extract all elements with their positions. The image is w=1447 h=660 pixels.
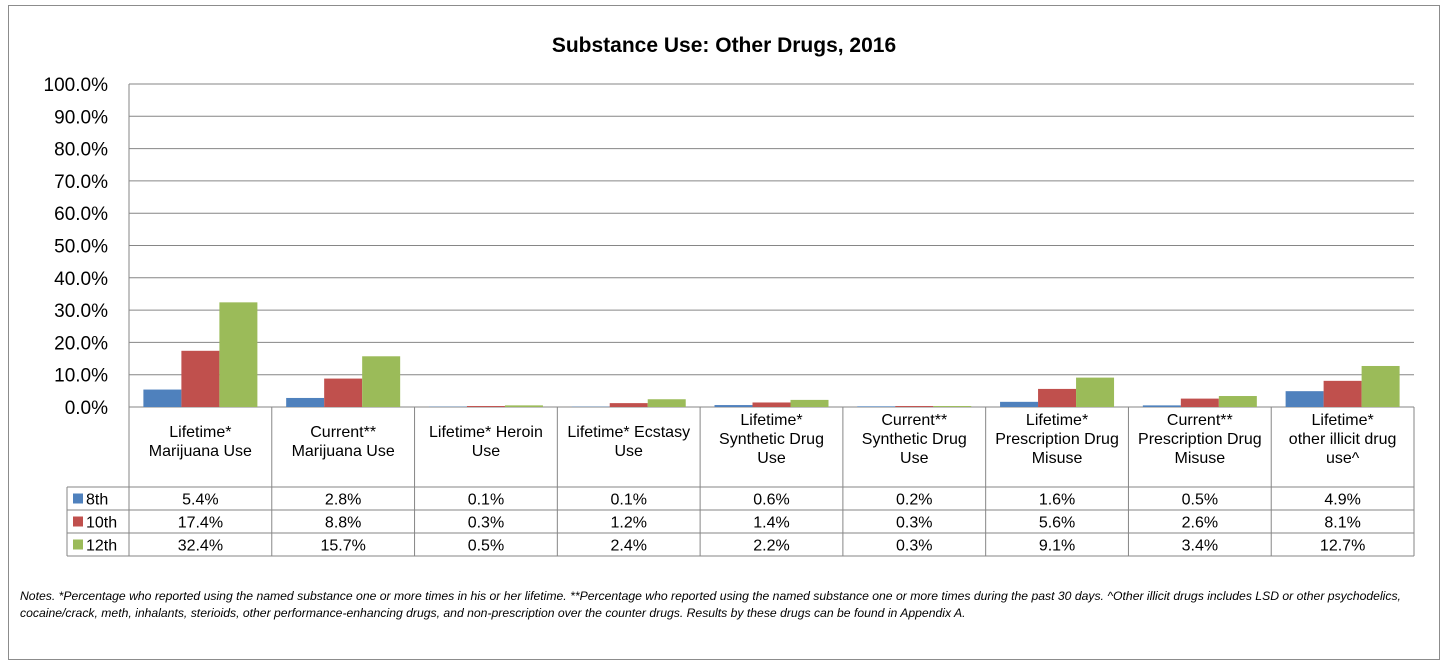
bar-12th-1 xyxy=(219,302,257,407)
data-label: 2.8% xyxy=(325,492,361,509)
data-label: 4.9% xyxy=(1324,492,1360,509)
bar-8th-1 xyxy=(143,390,181,407)
data-table: Lifetime* Marijuana Use Current** Marijuana… xyxy=(67,407,1414,556)
bar-12th-5 xyxy=(791,400,829,407)
bar-12th-2 xyxy=(362,356,400,407)
bar-8th-6 xyxy=(857,406,895,407)
data-label: 15.7% xyxy=(320,538,365,555)
bar-8th-2 xyxy=(286,398,324,407)
bar-10th-5 xyxy=(753,402,791,407)
y-tick-label: 90.0% xyxy=(54,107,108,128)
y-tick-label: 50.0% xyxy=(54,237,108,258)
bar-8th-9 xyxy=(1286,391,1324,407)
y-tick-label: 70.0% xyxy=(54,172,108,193)
data-label: 0.5% xyxy=(468,538,504,555)
data-label: 0.5% xyxy=(1182,492,1218,509)
category-label: Synthetic Drug xyxy=(862,431,967,448)
bar-8th-5 xyxy=(715,405,753,407)
legend-label-8th: 8th xyxy=(86,492,108,509)
data-label: 5.4% xyxy=(182,492,218,509)
category-label: Marijuana Use xyxy=(149,443,252,460)
data-label: 1.2% xyxy=(610,515,646,532)
category-label: Current** xyxy=(1167,412,1233,429)
bar-10th-8 xyxy=(1181,399,1219,407)
gridlines xyxy=(129,84,1414,407)
category-label: Synthetic Drug xyxy=(719,431,824,448)
data-label: 2.2% xyxy=(753,538,789,555)
bars xyxy=(143,302,1399,407)
bar-10th-6 xyxy=(895,406,933,407)
y-tick-label: 0.0% xyxy=(65,398,108,419)
chart-notes: Notes. *Percentage who reported using th… xyxy=(20,588,1420,622)
legend-swatch-8th xyxy=(73,494,83,504)
data-label: 0.3% xyxy=(896,538,932,555)
category-label: Use xyxy=(900,450,929,467)
data-label: 17.4% xyxy=(178,515,223,532)
data-label: 12.7% xyxy=(1320,538,1365,555)
category-label: Use xyxy=(614,443,643,460)
data-label: 8.1% xyxy=(1324,515,1360,532)
bar-12th-4 xyxy=(648,399,686,407)
data-label: 1.4% xyxy=(753,515,789,532)
legend-swatch-10th xyxy=(73,517,83,527)
data-label: 0.3% xyxy=(896,515,932,532)
data-label: 0.2% xyxy=(896,492,932,509)
category-label: Marijuana Use xyxy=(292,443,395,460)
y-tick-label: 100.0% xyxy=(44,75,109,96)
data-label: 32.4% xyxy=(178,538,223,555)
category-label: Current** xyxy=(881,412,947,429)
bar-12th-8 xyxy=(1219,396,1257,407)
category-label: Use xyxy=(757,450,786,467)
data-label: 0.3% xyxy=(468,515,504,532)
category-label: Misuse xyxy=(1032,450,1083,467)
category-label: Prescription Drug xyxy=(1138,431,1262,448)
bar-12th-9 xyxy=(1362,366,1400,407)
data-label: 2.4% xyxy=(610,538,646,555)
data-label: 9.1% xyxy=(1039,538,1075,555)
y-tick-label: 40.0% xyxy=(54,269,108,290)
category-label: Lifetime* xyxy=(169,424,231,441)
legend-label-10th: 10th xyxy=(86,515,117,532)
data-label: 5.6% xyxy=(1039,515,1075,532)
legend-label-12th: 12th xyxy=(86,538,117,555)
category-label: Misuse xyxy=(1174,450,1225,467)
bar-10th-4 xyxy=(610,403,648,407)
category-label: Lifetime* xyxy=(740,412,802,429)
category-label: Lifetime* Heroin xyxy=(429,424,543,441)
bar-10th-3 xyxy=(467,406,505,407)
category-label: Use xyxy=(472,443,501,460)
category-label: Current** xyxy=(310,424,376,441)
category-label: Prescription Drug xyxy=(995,431,1119,448)
category-label: other illicit drug xyxy=(1289,431,1397,448)
bar-10th-7 xyxy=(1038,389,1076,407)
data-label: 0.1% xyxy=(468,492,504,509)
y-tick-label: 30.0% xyxy=(54,301,108,322)
category-label: Lifetime* Ecstasy xyxy=(567,424,690,441)
data-label: 0.6% xyxy=(753,492,789,509)
legend-swatch-12th xyxy=(73,540,83,550)
bar-10th-2 xyxy=(324,379,362,407)
bar-12th-3 xyxy=(505,405,543,407)
bar-12th-7 xyxy=(1076,378,1114,407)
data-label: 3.4% xyxy=(1182,538,1218,555)
data-label: 8.8% xyxy=(325,515,361,532)
data-label: 1.6% xyxy=(1039,492,1075,509)
category-label: Lifetime* xyxy=(1026,412,1088,429)
data-label: 0.1% xyxy=(610,492,646,509)
bar-10th-1 xyxy=(181,351,219,407)
bar-8th-7 xyxy=(1000,402,1038,407)
bar-12th-6 xyxy=(933,406,971,407)
category-label: Lifetime* xyxy=(1311,412,1373,429)
y-axis-tick-labels: 0.0% 10.0% 20.0% 30.0% 40.0% 50.0% 60.0% 70.0% 8… xyxy=(44,75,109,419)
data-label: 2.6% xyxy=(1182,515,1218,532)
bar-chart: Substance Use: Other Drugs, 2016 0.0% 10.… xyxy=(0,0,1447,590)
category-label: use^ xyxy=(1326,450,1360,467)
y-tick-label: 10.0% xyxy=(54,366,108,387)
bar-8th-8 xyxy=(1143,405,1181,407)
y-tick-label: 20.0% xyxy=(54,333,108,354)
chart-title: Substance Use: Other Drugs, 2016 xyxy=(552,34,896,57)
y-tick-label: 60.0% xyxy=(54,204,108,225)
y-tick-label: 80.0% xyxy=(54,140,108,161)
bar-10th-9 xyxy=(1324,381,1362,407)
